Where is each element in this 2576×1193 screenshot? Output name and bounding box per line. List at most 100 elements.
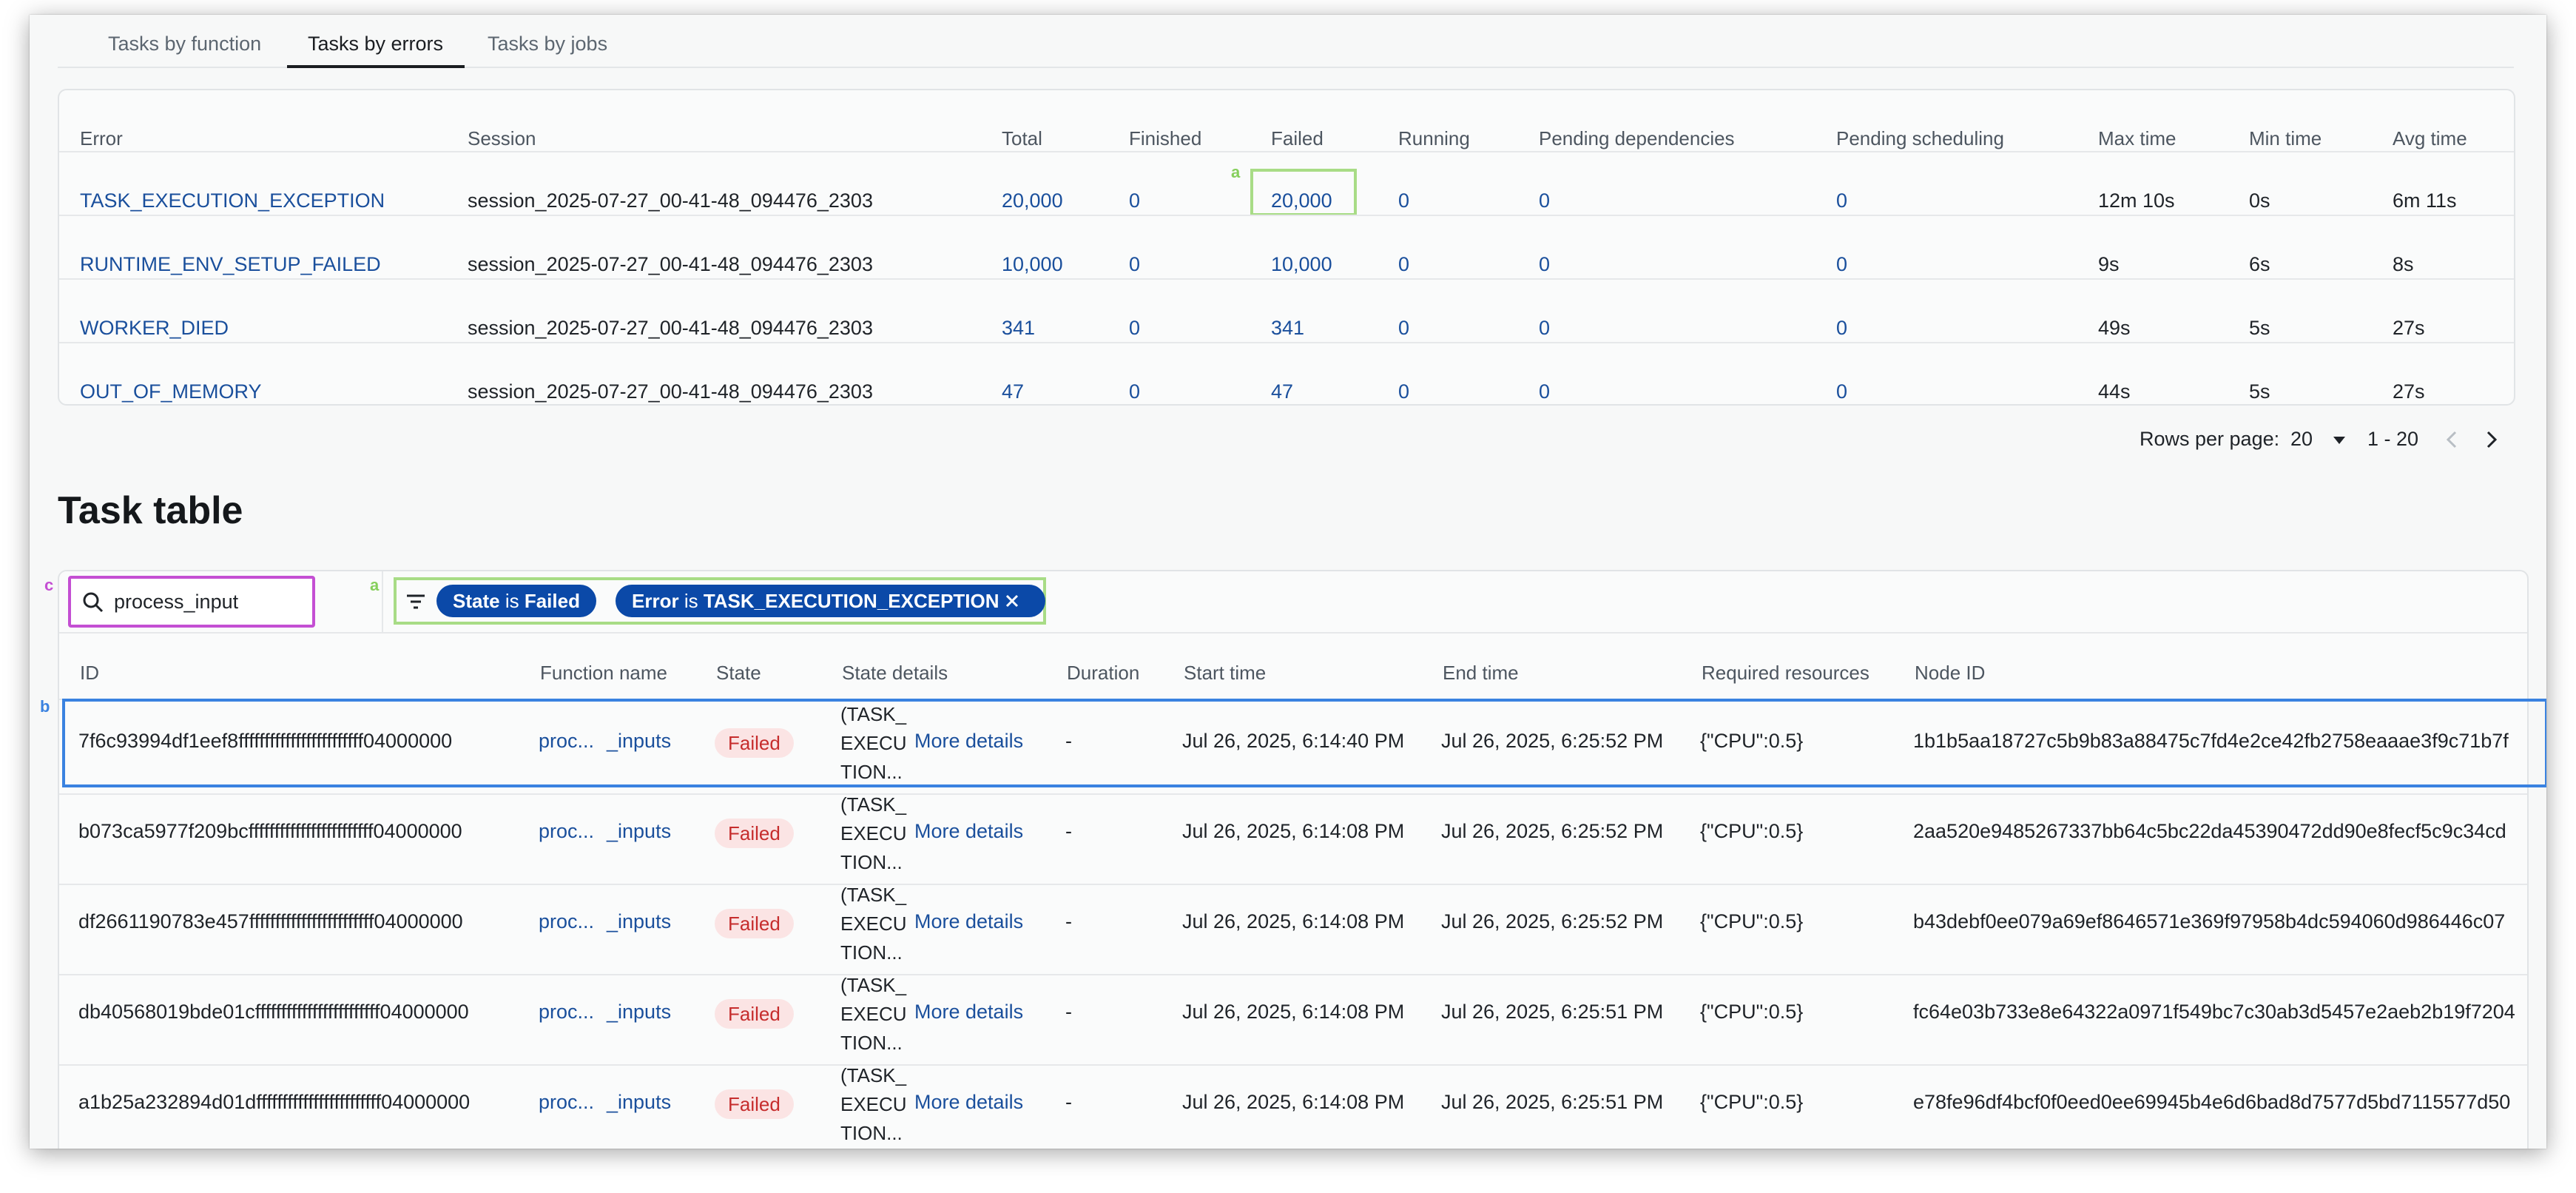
filter-chip-value: TASK_EXECUTION_EXCEPTION: [703, 590, 999, 612]
close-icon[interactable]: [1005, 594, 1019, 608]
pending-sched-link[interactable]: 0: [1836, 189, 1848, 212]
pending-sched-link[interactable]: 0: [1836, 317, 1848, 339]
finished-link[interactable]: 0: [1129, 317, 1141, 339]
filter-chip-op: is: [505, 590, 519, 612]
function-name-link[interactable]: _inputs: [607, 910, 672, 932]
state-details-line: (TASK_: [840, 974, 907, 996]
pending-deps-link[interactable]: 0: [1539, 253, 1551, 275]
header-running: Running: [1398, 127, 1470, 149]
function-name-link[interactable]: proc...: [539, 730, 595, 752]
divider: [59, 342, 2514, 343]
caret-down-icon: [2333, 437, 2345, 444]
tab-tasks-by-errors[interactable]: Tasks by errors: [308, 33, 444, 55]
total-link[interactable]: 20,000: [1002, 189, 1063, 212]
duration-cell: -: [1065, 1001, 1072, 1023]
filter-chip-error[interactable]: Error is TASK_EXECUTION_EXCEPTION: [616, 585, 1045, 617]
search-input[interactable]: process_input: [114, 591, 239, 613]
min-time-cell: 6s: [2249, 253, 2270, 275]
pending-sched-link[interactable]: 0: [1836, 380, 1848, 403]
annotation-label-c: c: [44, 576, 54, 594]
header-finished: Finished: [1129, 127, 1202, 149]
filter-chip-op: is: [684, 590, 698, 612]
running-link[interactable]: 0: [1398, 189, 1410, 212]
more-details-link[interactable]: More details: [914, 1001, 1024, 1023]
rows-per-page-label: Rows per page:: [2140, 428, 2280, 450]
rows-per-page-select[interactable]: 20: [2290, 428, 2347, 451]
session-cell: session_2025-07-27_00-41-48_094476_2303: [468, 189, 873, 212]
session-cell: session_2025-07-27_00-41-48_094476_2303: [468, 253, 873, 275]
failed-link[interactable]: 341: [1271, 317, 1305, 339]
state-details: (TASK_ EXECU TION...: [840, 790, 907, 877]
task-id: 7f6c93994df1eef8ffffffffffffffffffffffff…: [78, 730, 453, 752]
running-link[interactable]: 0: [1398, 380, 1410, 403]
finished-link[interactable]: 0: [1129, 189, 1141, 212]
finished-link[interactable]: 0: [1129, 380, 1141, 403]
filter-chip-state[interactable]: State is Failed: [436, 585, 596, 617]
more-details-link[interactable]: More details: [914, 1091, 1024, 1113]
total-link[interactable]: 341: [1002, 317, 1036, 339]
pending-deps-link[interactable]: 0: [1539, 317, 1551, 339]
running-link[interactable]: 0: [1398, 253, 1410, 275]
state-details-line: (TASK_: [840, 1064, 907, 1086]
function-name-link[interactable]: _inputs: [607, 1001, 672, 1023]
header-node-id: Node ID: [1915, 662, 1986, 684]
function-name-link[interactable]: proc...: [539, 1001, 595, 1023]
highlighted-row: [62, 699, 2546, 787]
function-name-link[interactable]: _inputs: [607, 1091, 672, 1113]
min-time-cell: 0s: [2249, 189, 2270, 212]
divider: [59, 793, 2527, 795]
min-time-cell: 5s: [2249, 317, 2270, 339]
function-name-link[interactable]: proc...: [539, 910, 595, 932]
failed-link[interactable]: 20,000: [1271, 189, 1332, 212]
error-link[interactable]: TASK_EXECUTION_EXCEPTION: [80, 189, 385, 212]
failed-link[interactable]: 10,000: [1271, 253, 1332, 275]
avg-time-cell: 6m 11s: [2393, 189, 2457, 212]
more-details-link[interactable]: More details: [914, 820, 1024, 842]
pending-deps-link[interactable]: 0: [1539, 189, 1551, 212]
divider: [59, 974, 2527, 975]
failed-link[interactable]: 47: [1271, 380, 1294, 403]
state-details: (TASK_ EXECU TION...: [840, 1061, 907, 1148]
chevron-left-icon[interactable]: [2444, 429, 2459, 450]
annotation-label-b: b: [40, 697, 50, 716]
start-time-cell: Jul 26, 2025, 6:14:08 PM: [1182, 1091, 1405, 1113]
total-link[interactable]: 10,000: [1002, 253, 1063, 275]
running-link[interactable]: 0: [1398, 317, 1410, 339]
state-details-line: (TASK_: [840, 703, 907, 725]
duration-cell: -: [1065, 910, 1072, 932]
function-name-link[interactable]: _inputs: [607, 730, 672, 752]
tab-tasks-by-jobs[interactable]: Tasks by jobs: [488, 33, 608, 55]
total-link[interactable]: 47: [1002, 380, 1025, 403]
function-name-link[interactable]: proc...: [539, 1091, 595, 1113]
session-cell: session_2025-07-27_00-41-48_094476_2303: [468, 317, 873, 339]
node-id-cell: b43debf0ee079a69ef8646571e369f97958b4dc5…: [1913, 910, 2506, 932]
function-name-link[interactable]: proc...: [539, 820, 595, 842]
more-details-link[interactable]: More details: [914, 730, 1024, 752]
filter-icon[interactable]: [405, 592, 426, 611]
node-id-cell: fc64e03b733e8e64322a0971f549bc7c30ab3d54…: [1913, 1001, 2515, 1023]
divider: [382, 571, 383, 632]
function-name-link[interactable]: _inputs: [607, 820, 672, 842]
tab-tasks-by-function[interactable]: Tasks by function: [108, 33, 262, 55]
error-link[interactable]: OUT_OF_MEMORY: [80, 380, 262, 403]
chevron-right-icon[interactable]: [2484, 429, 2499, 450]
duration-cell: -: [1065, 820, 1072, 842]
error-link[interactable]: RUNTIME_ENV_SETUP_FAILED: [80, 253, 381, 275]
avg-time-cell: 8s: [2393, 253, 2414, 275]
error-link[interactable]: WORKER_DIED: [80, 317, 229, 339]
pending-sched-link[interactable]: 0: [1836, 253, 1848, 275]
max-time-cell: 49s: [2098, 317, 2131, 339]
task-id: b073ca5977f209bcffffffffffffffffffffffff…: [78, 820, 462, 842]
state-badge: Failed: [715, 999, 794, 1029]
header-avg-time: Avg time: [2393, 127, 2467, 149]
end-time-cell: Jul 26, 2025, 6:25:51 PM: [1441, 1091, 1664, 1113]
node-id-cell: 1b1b5aa18727c5b9b83a88475c7fd4e2ce42fb27…: [1913, 730, 2509, 752]
annotation-label-a: a: [370, 576, 380, 594]
finished-link[interactable]: 0: [1129, 253, 1141, 275]
divider: [59, 1064, 2527, 1066]
annotation-label-a: a: [1231, 163, 1241, 181]
more-details-link[interactable]: More details: [914, 910, 1024, 932]
start-time-cell: Jul 26, 2025, 6:14:08 PM: [1182, 1001, 1405, 1023]
state-details-line: TION...: [840, 761, 903, 783]
pending-deps-link[interactable]: 0: [1539, 380, 1551, 403]
